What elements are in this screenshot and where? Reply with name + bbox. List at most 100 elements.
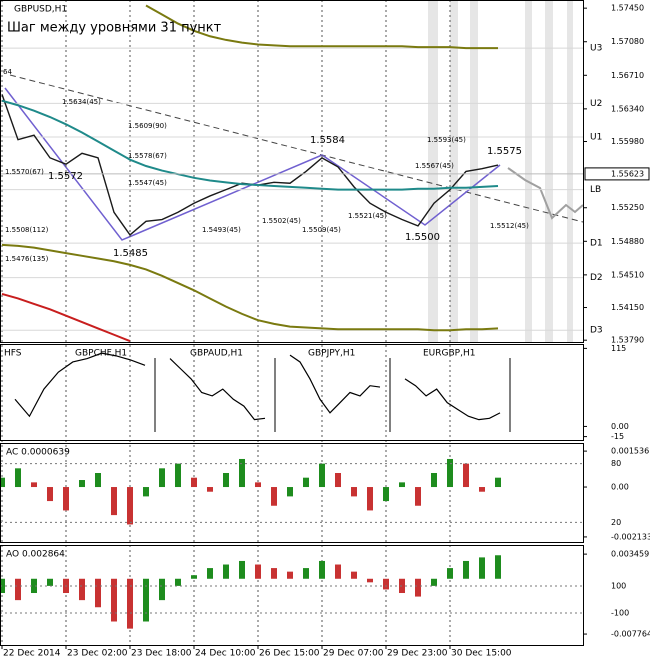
histogram-bar: [175, 578, 181, 586]
y-tick-label: 0.001536: [611, 447, 649, 456]
histogram-bar: [383, 578, 389, 590]
ao-frame: [0, 545, 584, 646]
y-tick-label: 1.55980: [611, 137, 644, 146]
histogram-bar: [15, 468, 21, 488]
histogram-bar: [303, 568, 309, 579]
histogram-bar: [351, 571, 357, 579]
price-annotation: 1.5567(45): [415, 162, 454, 170]
series-line: [1, 292, 131, 343]
y2-tick-label: 20: [611, 518, 621, 527]
y-tick-label: 1.56340: [611, 104, 644, 113]
histogram-bar: [415, 578, 421, 597]
histogram-bar: [319, 560, 325, 579]
histogram-bar: [479, 557, 485, 579]
series-line: [289, 354, 381, 414]
y-tick-label: -0.007764: [611, 630, 650, 639]
y-tick-label: 1.57080: [611, 37, 644, 46]
histogram-bar: [47, 578, 53, 586]
chart-subtitle: Шаг между уровнями 31 пункт: [7, 21, 222, 36]
level-label: U1: [590, 132, 602, 142]
session-band: [470, 0, 478, 342]
histogram-bar: [335, 564, 341, 579]
price-annotation: 1.5485: [113, 248, 148, 259]
y-tick-label: 1.53790: [611, 336, 644, 345]
price-annotation: 1.5609(90): [128, 122, 167, 130]
histogram-bar: [223, 564, 229, 579]
y2-tick-label: 100: [611, 581, 626, 590]
level-label: D3: [590, 326, 603, 336]
price-annotation: 1.5476(135): [5, 255, 49, 263]
histogram-bar: [383, 487, 389, 502]
price-annotation: 1.5584: [310, 135, 345, 146]
histogram-bar: [447, 568, 453, 579]
histogram-bar: [191, 477, 197, 488]
histogram-bar: [79, 578, 85, 601]
histogram-bar: [271, 568, 277, 579]
histogram-bar: [223, 473, 229, 488]
x-tick-label: 29 Dec 23:00: [387, 649, 448, 659]
session-band: [545, 0, 553, 342]
y-tick-label: 1.57450: [611, 4, 644, 13]
histogram-bar: [255, 564, 261, 579]
histogram-bar: [111, 487, 117, 516]
x-tick-label: 29 Dec 07:00: [323, 649, 384, 659]
y2-tick-label: -100: [611, 608, 629, 617]
histogram-bar: [175, 463, 181, 488]
shaded-sessions: [428, 0, 573, 342]
histogram-bar: [303, 477, 309, 488]
histogram-bar: [0, 477, 5, 488]
histogram-bar: [63, 487, 69, 511]
x-tick-label: 23 Dec 02:00: [67, 649, 128, 659]
price-annotation: 1.5547(45): [128, 179, 167, 187]
y-tick-label: 0.00: [611, 483, 629, 492]
x-tick-label: 22 Dec 2014: [3, 649, 61, 659]
y-tick-label: 1.56710: [611, 71, 644, 80]
histogram-bar: [271, 487, 277, 506]
series-name: GBPCHF,H1: [75, 349, 127, 359]
histogram-bar: [31, 482, 37, 488]
price-annotation: 1.5634(45): [62, 98, 101, 106]
histogram-bar: [111, 578, 117, 622]
y-tick-label: 1.54880: [611, 237, 644, 246]
current-price-label: 1.55623: [611, 169, 644, 178]
histogram-bar: [159, 578, 165, 601]
session-band: [428, 0, 438, 342]
histogram-bar: [31, 578, 37, 594]
series-line: [145, 4, 498, 50]
histogram-bar: [447, 458, 453, 488]
level-label: D2: [590, 273, 603, 283]
panel-title: AC 0.0000639: [6, 448, 70, 458]
chart-symbol: GBPUSD,H1: [14, 5, 67, 15]
price-annotation: 1.5500: [405, 232, 440, 243]
trend-line: [9, 74, 584, 223]
series-line: [404, 378, 501, 421]
series-name: GBPAUD,H1: [190, 349, 243, 359]
histogram-bar: [495, 555, 501, 579]
histogram-bar: [335, 473, 341, 488]
panel-title: HFS: [4, 349, 22, 359]
histogram-bar: [159, 468, 165, 488]
session-band: [525, 0, 532, 342]
histogram-bar: [287, 487, 293, 497]
forecast-path: [507, 167, 584, 220]
histogram-bar: [495, 477, 501, 488]
histogram-bar: [95, 473, 101, 488]
frames: [0, 0, 584, 646]
series-line: [1, 99, 499, 191]
histogram-bar: [431, 578, 437, 586]
y2-tick-label: 80: [611, 459, 621, 468]
histogram-bar: [143, 487, 149, 497]
price-annotation: 64: [3, 68, 12, 76]
histogram-bar: [463, 560, 469, 579]
y-tick-label: -15: [611, 432, 624, 441]
histogram-bar: [415, 487, 421, 506]
price-annotation: 1.5493(45): [202, 226, 241, 234]
price-annotation: 1.5509(45): [302, 226, 341, 234]
y-tick-label: 1.54150: [611, 303, 644, 312]
price-annotation: 1.5578(67): [128, 152, 167, 160]
x-tick-label: 26 Dec 15:00: [259, 649, 320, 659]
series-line: [169, 358, 266, 421]
histogram-bar: [207, 487, 213, 492]
price-annotation: 1.5570(67): [5, 168, 44, 176]
series-line: [1, 243, 499, 332]
